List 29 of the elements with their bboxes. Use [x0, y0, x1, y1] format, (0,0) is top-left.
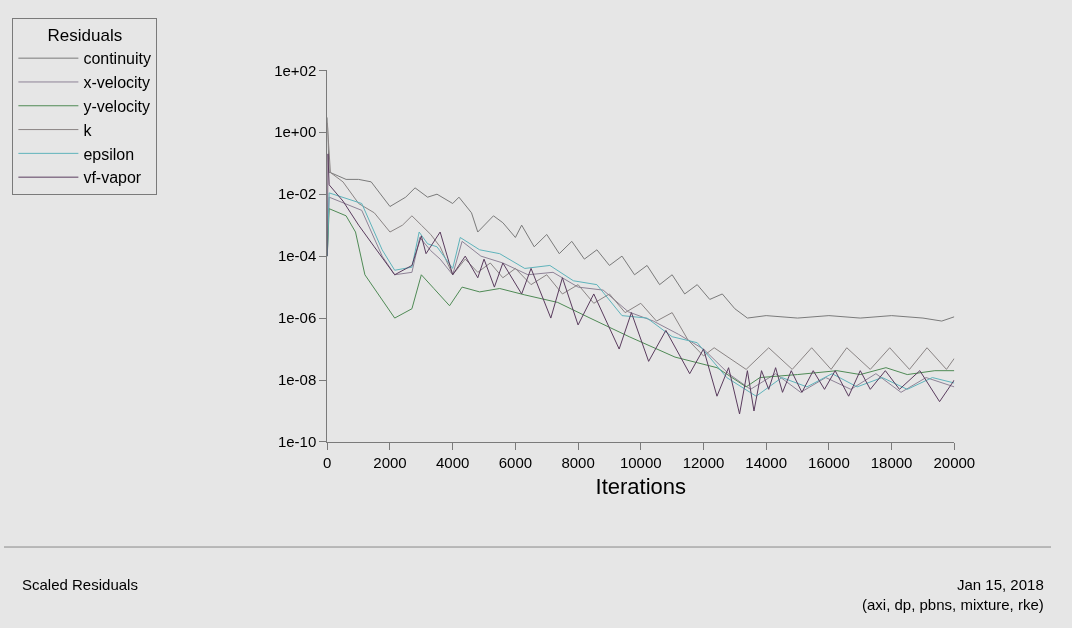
- x-tick-label: 2000: [373, 453, 407, 471]
- legend-label: continuity: [83, 50, 151, 68]
- y-tick-label: 1e-06: [277, 309, 317, 327]
- x-tick-label: 16000: [808, 453, 850, 471]
- x-tick-label: 8000: [561, 453, 595, 471]
- y-tick-label: 1e-04: [277, 247, 317, 265]
- x-tick-label: 4000: [436, 453, 470, 471]
- text: Jan 15, 2018: [957, 576, 1044, 593]
- x-axis-title: Iterations: [595, 473, 687, 499]
- x-tick-label: 6000: [498, 453, 533, 471]
- legend-label: k: [83, 121, 93, 139]
- x-tick-label: 14000: [745, 453, 788, 471]
- legend-label: y-velocity: [83, 98, 151, 115]
- y-tick-label: 1e-02: [277, 185, 317, 203]
- x-tick-label: 20000: [933, 453, 976, 471]
- x-tick-label: 18000: [870, 453, 913, 471]
- legend-title: Residuals: [47, 26, 123, 46]
- y-tick-label: 1e-08: [277, 371, 317, 389]
- x-tick-label: 12000: [682, 453, 725, 471]
- text: Scaled Residuals: [22, 576, 138, 593]
- legend-label: x-velocity: [83, 74, 151, 92]
- y-tick-label: 1e+00: [274, 123, 317, 141]
- x-tick-label: 0: [323, 453, 332, 471]
- y-tick-label: 1e+02: [274, 61, 317, 79]
- legend-label: epsilon: [83, 145, 135, 163]
- legend-label: vf-vapor: [83, 169, 142, 187]
- y-tick-label: 1e-10: [277, 433, 317, 451]
- x-tick-label: 10000: [619, 453, 662, 471]
- text: (axi, dp, pbns, mixture, rke): [862, 596, 1044, 613]
